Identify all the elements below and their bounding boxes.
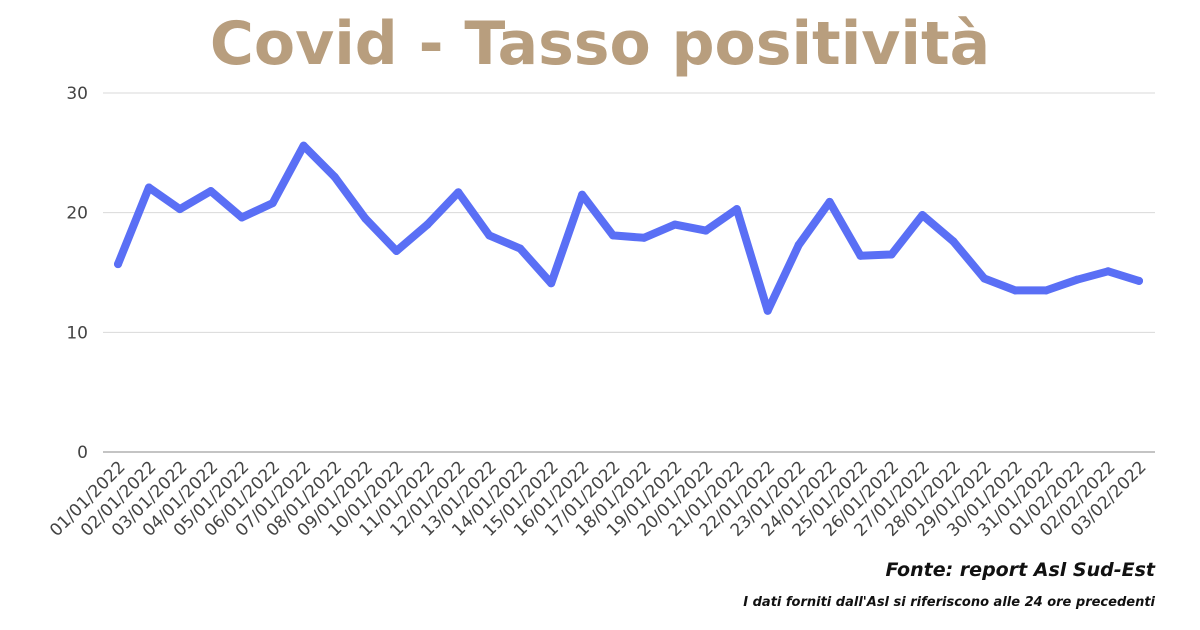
y-axis-tick-labels: 0 10 20 30 (66, 84, 88, 463)
y-tick-label: 10 (66, 323, 88, 343)
data-point (268, 199, 277, 208)
data-point (175, 205, 184, 214)
data-point (454, 188, 463, 197)
data-point (856, 251, 865, 260)
data-disclaimer: I dati forniti dall'Asl si riferiscono a… (743, 595, 1155, 610)
grid-lines (103, 92, 1155, 333)
data-point (114, 260, 122, 269)
data-point (578, 190, 587, 199)
y-tick-label: 20 (66, 204, 88, 224)
data-point (361, 214, 370, 223)
data-point (299, 141, 308, 150)
y-tick-label: 0 (77, 443, 88, 463)
data-point (144, 183, 153, 192)
data-point (639, 233, 648, 242)
chart-title: Covid - Tasso positività (210, 9, 990, 79)
data-point (732, 205, 741, 214)
data-point (701, 226, 710, 235)
data-point (237, 213, 246, 222)
data-point (1042, 286, 1051, 295)
data-point (330, 172, 339, 181)
data-point (887, 250, 896, 259)
data-point (949, 237, 958, 246)
data-point (1104, 267, 1113, 276)
series-line-0 (114, 141, 1143, 315)
data-point (670, 220, 679, 229)
x-axis-tick-labels: 01/01/202202/01/202203/01/202204/01/2022… (46, 457, 1150, 540)
y-tick-label: 30 (66, 84, 88, 104)
data-point (1073, 275, 1082, 284)
data-point (516, 244, 525, 253)
data-point (794, 240, 803, 249)
data-point (1135, 276, 1143, 285)
data-point (763, 306, 772, 315)
data-point (980, 274, 989, 283)
data-point (825, 197, 834, 206)
data-point (609, 231, 618, 240)
series-layer (114, 141, 1143, 315)
data-point (547, 279, 556, 288)
data-point (485, 231, 494, 240)
data-point (918, 211, 927, 220)
data-point (423, 220, 432, 229)
source-note: Fonte: report Asl Sud-Est (886, 559, 1156, 581)
data-point (206, 187, 215, 196)
data-point (1011, 286, 1020, 295)
data-point (392, 246, 401, 255)
